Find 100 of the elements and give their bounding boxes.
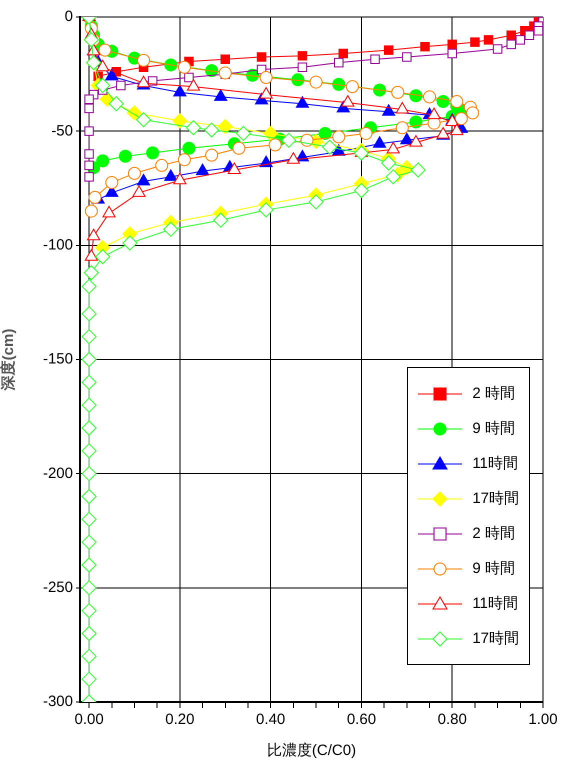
point [263,126,278,141]
point [256,52,266,62]
point [232,142,246,155]
point [409,116,422,129]
point [82,672,97,687]
point [128,166,141,180]
point [524,30,534,40]
x-tick-label: 0.80 [438,711,467,728]
point [391,86,404,99]
point [402,52,412,62]
point [218,66,232,80]
point [370,54,380,64]
point [318,126,332,140]
point [184,72,194,82]
point [82,512,97,527]
point [332,130,346,144]
point [82,420,97,436]
point [84,149,94,159]
point [338,48,348,58]
point [172,113,188,128]
point [381,156,396,171]
point [346,80,359,94]
legend-label: 17時間 [472,489,519,508]
point [506,40,516,50]
point [82,489,97,504]
point [155,158,168,172]
point [178,60,191,74]
point [218,119,233,134]
point [258,202,274,218]
y-axis-title: 深度(cm) [0,328,18,392]
point [354,183,369,198]
legend-label: 2 時間 [472,524,515,543]
legend-label: 11時間 [472,594,518,613]
point [116,80,126,90]
point [84,104,94,114]
point [420,42,430,52]
point [96,154,110,168]
point [108,96,124,112]
point [82,374,97,390]
point [82,443,97,458]
point [423,90,436,104]
point [82,398,97,413]
point [82,580,97,596]
point [310,76,323,89]
y-tick-label: -300 [42,693,73,710]
y-tick-label: -50 [51,122,73,140]
point [186,120,201,136]
point [122,236,138,251]
point [213,212,228,228]
point [98,44,112,57]
point [82,306,97,322]
point [260,71,273,84]
x-tick-label: 0.60 [346,711,376,728]
point [470,37,480,47]
point [516,35,526,45]
x-tick-label: 0.40 [256,711,286,728]
point [268,138,282,152]
point [236,126,251,141]
point [105,176,118,190]
point [281,132,296,148]
point [386,169,401,184]
legend-label: 17時間 [472,629,519,648]
point [82,278,97,294]
point [82,603,97,618]
point [454,112,468,126]
y-tick-label: -200 [42,464,73,482]
point [95,249,110,264]
legend-label: 11時間 [472,454,518,473]
point [384,45,394,55]
point [204,122,220,138]
point [178,153,191,166]
point [322,140,338,155]
y-tick-label: -250 [42,578,73,596]
point [88,190,102,204]
point [146,146,160,160]
y-tick-label: -150 [42,350,73,368]
point [82,626,97,641]
point [182,142,196,155]
y-tick-label: 0 [64,8,73,26]
point [447,48,457,58]
point [334,58,344,68]
point [300,134,314,147]
point [95,78,110,93]
point [84,172,94,182]
point [466,106,480,120]
point [298,51,308,61]
point [205,148,218,162]
point [506,30,516,40]
legend-label: 2 時間 [472,384,515,403]
point [359,126,372,140]
point [163,222,178,237]
point [82,534,97,550]
point [82,648,97,664]
point [308,194,324,210]
point [84,126,94,136]
point [396,121,409,134]
point [82,352,97,367]
x-axis-title: 比濃度(C/C0) [266,742,356,760]
point [84,94,94,104]
legend-label: 9 時間 [472,559,515,578]
